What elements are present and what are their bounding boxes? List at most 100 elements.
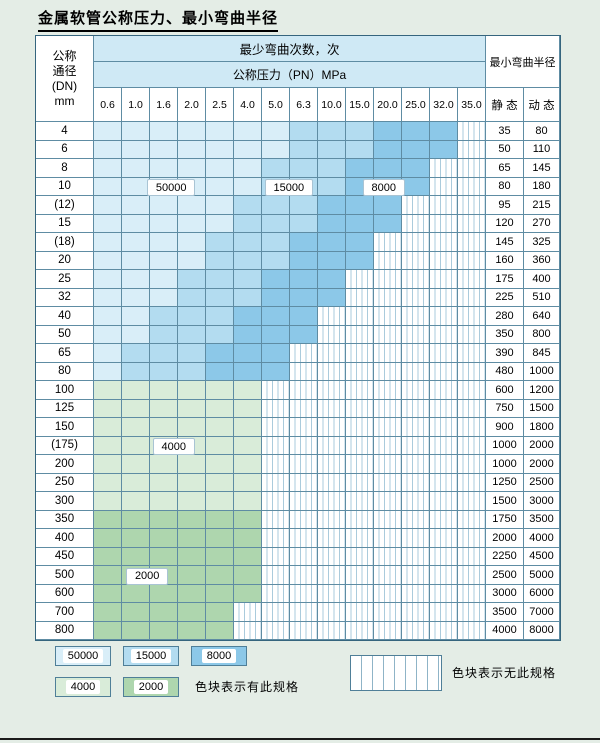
cycle-cell xyxy=(318,233,346,252)
cycle-cell xyxy=(458,621,486,640)
static-radius-cell: 600 xyxy=(486,381,524,400)
static-radius-cell: 3500 xyxy=(486,603,524,622)
cycle-cell xyxy=(318,455,346,474)
cycle-cell xyxy=(178,122,206,141)
dynamic-radius-cell: 510 xyxy=(524,288,560,307)
cycle-cell xyxy=(346,122,374,141)
cycle-cell xyxy=(122,399,150,418)
static-radius-cell: 3000 xyxy=(486,584,524,603)
cycle-cell xyxy=(122,362,150,381)
cycle-cell xyxy=(234,492,262,511)
cycle-cell xyxy=(122,621,150,640)
cycle-cell xyxy=(290,510,318,529)
cycle-cell xyxy=(402,603,430,622)
cycle-cell xyxy=(458,140,486,159)
static-radius-cell: 1000 xyxy=(486,436,524,455)
cycle-cell xyxy=(206,344,234,363)
cycle-cell xyxy=(262,529,290,548)
static-radius-cell: 480 xyxy=(486,362,524,381)
cycle-cell xyxy=(262,288,290,307)
cycle-cell xyxy=(150,159,178,178)
cycle-cell xyxy=(262,381,290,400)
cycle-cell xyxy=(402,362,430,381)
dn-cell: 125 xyxy=(36,399,94,418)
cycle-cell xyxy=(234,196,262,215)
cycle-cell xyxy=(402,288,430,307)
cycle-cell xyxy=(458,344,486,363)
cycle-cell xyxy=(150,603,178,622)
cycle-cell xyxy=(318,547,346,566)
cycle-cell xyxy=(122,325,150,344)
cycle-cell xyxy=(150,418,178,437)
cycle-cell xyxy=(150,325,178,344)
cycle-cell xyxy=(234,418,262,437)
cycle-cell xyxy=(318,251,346,270)
cycle-cell xyxy=(262,455,290,474)
cycle-cell xyxy=(122,436,150,455)
cycle-cell xyxy=(234,566,262,585)
legend-chip-8000-label: 8000 xyxy=(201,649,237,663)
static-radius-cell: 2500 xyxy=(486,566,524,585)
cycle-cell xyxy=(290,436,318,455)
dn-cell: 500 xyxy=(36,566,94,585)
cycle-cell xyxy=(402,418,430,437)
cycle-cell xyxy=(402,492,430,511)
cycle-cell xyxy=(346,529,374,548)
cycle-cell xyxy=(262,196,290,215)
cycle-cell xyxy=(346,362,374,381)
cycle-cell xyxy=(458,196,486,215)
cycle-cell xyxy=(430,547,458,566)
cycle-cell xyxy=(206,288,234,307)
cycle-cell xyxy=(318,510,346,529)
dn-cell: 700 xyxy=(36,603,94,622)
cycle-cell xyxy=(290,307,318,326)
cycle-cell xyxy=(150,529,178,548)
cycle-cell xyxy=(318,288,346,307)
cycle-cell xyxy=(290,584,318,603)
cycle-cell xyxy=(458,492,486,511)
cycle-cell xyxy=(346,510,374,529)
cycle-cell xyxy=(206,455,234,474)
cycle-cell xyxy=(94,473,122,492)
cycle-cell xyxy=(262,214,290,233)
legend-chip-2000: 2000 xyxy=(123,677,179,697)
legend-chip-8000: 8000 xyxy=(191,646,247,666)
cycle-cell xyxy=(94,566,122,585)
cycle-cell xyxy=(290,233,318,252)
cycle-cell xyxy=(178,214,206,233)
cycle-cell xyxy=(150,473,178,492)
cycle-cell xyxy=(430,196,458,215)
cycle-cell xyxy=(374,584,402,603)
cycle-cell xyxy=(290,418,318,437)
dn-cell: 600 xyxy=(36,584,94,603)
dn-cell: 300 xyxy=(36,492,94,511)
cycle-cell xyxy=(346,436,374,455)
static-radius-cell: 80 xyxy=(486,177,524,196)
cycle-cell xyxy=(206,529,234,548)
cycle-cell xyxy=(94,547,122,566)
cycle-cell xyxy=(206,307,234,326)
cycle-cell xyxy=(206,196,234,215)
cycle-count-label: 15000 xyxy=(264,179,313,197)
cycle-cell xyxy=(150,288,178,307)
static-radius-cell: 1750 xyxy=(486,510,524,529)
dynamic-radius-cell: 5000 xyxy=(524,566,560,585)
cycle-cell xyxy=(458,510,486,529)
cycle-cell xyxy=(374,344,402,363)
cycle-cell xyxy=(178,325,206,344)
cycle-cell xyxy=(318,122,346,141)
cycle-cell xyxy=(430,492,458,511)
cycle-cell xyxy=(430,233,458,252)
cycle-cell xyxy=(122,455,150,474)
cycle-cell xyxy=(374,399,402,418)
dynamic-radius-cell: 110 xyxy=(524,140,560,159)
cycle-cell xyxy=(290,122,318,141)
cycle-cell xyxy=(458,307,486,326)
cycle-cell xyxy=(402,233,430,252)
dn-cell: 100 xyxy=(36,381,94,400)
cycle-cell xyxy=(318,344,346,363)
legend-chip-4000: 4000 xyxy=(55,677,111,697)
cycle-cell xyxy=(458,455,486,474)
cycle-cell xyxy=(122,233,150,252)
cycle-cell xyxy=(122,529,150,548)
